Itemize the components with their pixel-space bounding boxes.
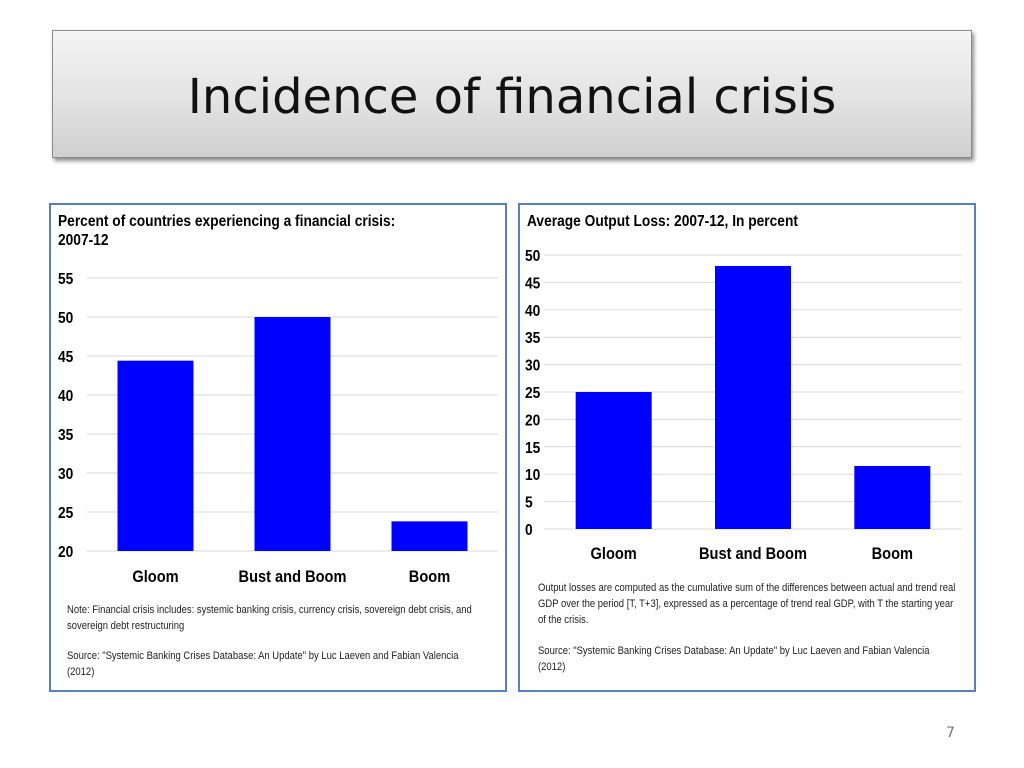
right-chart-panel: Average Output Loss: 2007-12, In percent… [518,203,976,692]
right-chart-y-tick-label: 45 [525,274,540,292]
left-chart-y-tick-label: 30 [58,465,73,483]
right-chart-category-label: Boom [872,545,913,563]
left-chart-note: Note: Financial crisis includes: systemi… [67,604,472,632]
right-bar-chart: 0 5 10 15 20 25 30 35 40 45 50 Gloom Bust and Boom Bo… [525,247,962,563]
right-chart-category-label: Gloom [591,545,637,563]
left-chart-title: Percent of countries experiencing a fina… [58,213,396,249]
left-chart-panel: Percent of countries experiencing a fina… [49,203,507,692]
right-chart-y-tick-label: 35 [525,329,540,347]
left-bar-chart: 20 25 30 35 40 45 50 55 Gloom Bust and Boom Boom [58,270,498,586]
right-chart-bar-gloom [575,392,652,529]
right-chart-bar-boom [854,465,931,529]
title-bar: Incidence of financial crisis [52,30,972,158]
left-chart-bar-gloom [117,360,194,551]
left-chart-source: Source: "Systemic Banking Crises Databas… [67,650,459,678]
left-chart-y-tick-label: 25 [58,504,73,522]
left-chart-y-tick-label: 55 [58,270,73,288]
left-chart-y-tick-label: 50 [58,309,73,327]
left-chart-y-tick-label: 40 [58,387,73,405]
right-chart-note: Output losses are computed as the cumula… [538,582,956,626]
left-chart-y-tick-label: 35 [58,426,73,444]
right-chart-y-tick-label: 5 [525,494,533,512]
left-chart-category-label: Gloom [132,568,178,586]
right-chart-category-label: Bust and Boom [699,545,807,563]
left-chart-y-tick-label: 45 [58,348,73,366]
left-chart-y-tick-label: 20 [58,543,73,561]
left-chart-category-label: Bust and Boom [239,568,347,586]
right-chart-y-tick-label: 40 [525,302,540,320]
page-number: 7 [946,725,955,741]
slide-title: Incidence of financial crisis [187,69,837,125]
right-chart-y-tick-label: 0 [525,521,533,539]
right-chart-source: Source: "Systemic Banking Crises Databas… [538,645,930,673]
right-chart-y-tick-label: 15 [525,439,540,457]
right-chart-y-tick-label: 20 [525,411,540,429]
right-chart-y-tick-label: 30 [525,357,540,375]
right-chart-bar-bust-and-boom [715,265,791,529]
right-chart-y-tick-label: 50 [525,247,540,265]
right-chart-y-tick-label: 10 [525,466,540,484]
right-chart-y-tick-label: 25 [525,384,540,402]
right-chart-title: Average Output Loss: 2007-12, In percent [527,213,798,230]
left-chart-category-label: Boom [409,568,450,586]
left-chart-bar-boom [391,521,468,551]
left-chart-bar-bust-and-boom [254,317,331,551]
